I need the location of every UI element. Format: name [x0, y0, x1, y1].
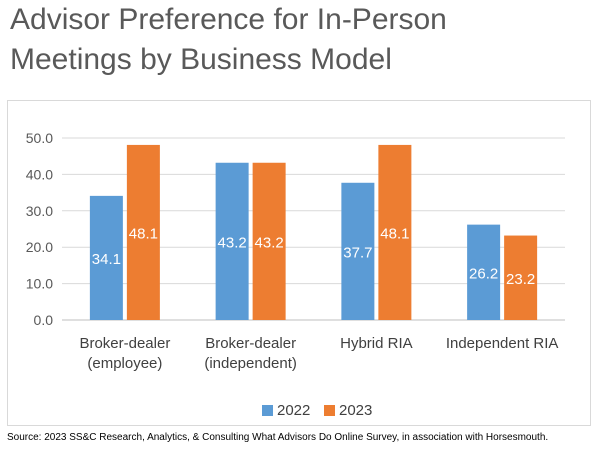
y-axis-ticks: 0.0 10.0 20.0 30.0 40.0 50.0	[26, 130, 53, 328]
bar-2022-3	[467, 224, 501, 320]
bars	[89, 144, 538, 320]
data-label: 48.1	[380, 225, 409, 242]
bar-2022-2	[341, 182, 375, 320]
source-note: Source: 2023 SS&C Research, Analytics, &…	[7, 432, 549, 443]
bar-2023-2	[378, 144, 412, 320]
data-label: 43.2	[218, 234, 247, 251]
y-tick-label: 10.0	[26, 276, 53, 292]
bar-2023-0	[126, 144, 160, 320]
bar-2023-1	[252, 162, 286, 320]
bar-2023-3	[504, 235, 538, 320]
y-tick-label: 0.0	[34, 312, 54, 328]
data-label: 43.2	[255, 234, 284, 251]
data-label: 34.1	[92, 251, 121, 268]
data-label: 48.1	[129, 225, 158, 242]
x-tick-label: Broker-dealer (independent)	[204, 335, 297, 372]
y-tick-label: 20.0	[26, 239, 53, 255]
legend: 2022 2023	[262, 402, 372, 419]
data-label: 26.2	[469, 265, 498, 282]
legend-label: 2022	[277, 402, 310, 419]
data-label: 37.7	[343, 244, 372, 261]
legend-label: 2023	[339, 402, 372, 419]
data-label: 23.2	[506, 271, 535, 288]
y-tick-label: 30.0	[26, 203, 53, 219]
x-tick-label: Hybrid RIA	[340, 335, 413, 352]
bar-2022-0	[89, 195, 123, 320]
bar-2022-1	[215, 162, 249, 320]
chart-title: Advisor Preference for In-Person Meeting…	[10, 3, 447, 76]
x-tick-label: Broker-dealer (employee)	[79, 335, 170, 372]
legend-swatch	[324, 405, 335, 416]
y-tick-label: 50.0	[26, 130, 53, 146]
data-labels: 34.1 48.1 43.2 43.2 37.7 48.1 26.2 23.2	[92, 225, 535, 287]
x-axis-ticks: Broker-dealer (employee) Broker-dealer (ind…	[79, 335, 558, 372]
y-tick-label: 40.0	[26, 166, 53, 182]
legend-swatch	[262, 405, 273, 416]
chart-frame	[7, 100, 591, 426]
x-tick-label: Independent RIA	[446, 335, 559, 352]
